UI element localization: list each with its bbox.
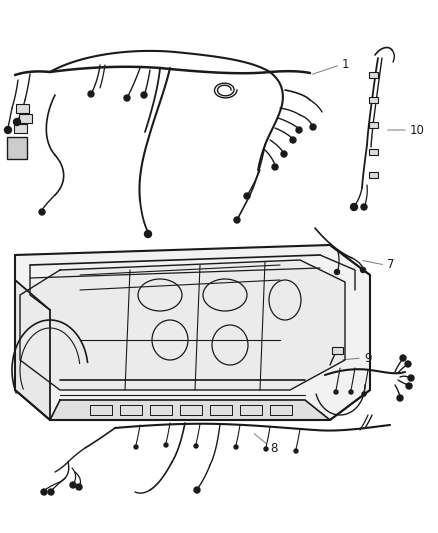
Polygon shape (15, 245, 370, 420)
Circle shape (48, 489, 54, 495)
Text: 9: 9 (364, 351, 371, 365)
Circle shape (405, 361, 411, 367)
Text: 7: 7 (387, 259, 395, 271)
Circle shape (400, 355, 406, 361)
Circle shape (408, 375, 414, 381)
Circle shape (360, 268, 365, 272)
Circle shape (335, 270, 339, 274)
Text: 10: 10 (410, 124, 425, 136)
Circle shape (290, 137, 296, 143)
FancyBboxPatch shape (368, 97, 378, 103)
Circle shape (296, 127, 302, 133)
Circle shape (264, 447, 268, 451)
Circle shape (134, 445, 138, 449)
Polygon shape (20, 260, 345, 390)
Circle shape (294, 449, 298, 453)
Circle shape (406, 383, 412, 389)
FancyBboxPatch shape (7, 137, 27, 159)
Circle shape (234, 445, 238, 449)
Circle shape (164, 443, 168, 447)
Circle shape (88, 91, 94, 97)
Circle shape (124, 95, 130, 101)
Circle shape (76, 484, 82, 490)
Circle shape (39, 209, 45, 215)
Circle shape (362, 392, 366, 396)
FancyBboxPatch shape (15, 103, 28, 112)
Circle shape (194, 444, 198, 448)
Text: 1: 1 (342, 59, 350, 71)
FancyBboxPatch shape (14, 124, 27, 133)
Circle shape (361, 204, 367, 210)
Circle shape (145, 230, 152, 238)
Polygon shape (15, 280, 50, 420)
Circle shape (272, 164, 278, 170)
FancyBboxPatch shape (368, 122, 378, 128)
Circle shape (244, 193, 250, 199)
Text: 8: 8 (270, 441, 277, 455)
Circle shape (397, 395, 403, 401)
FancyBboxPatch shape (332, 346, 343, 353)
Circle shape (334, 390, 338, 394)
Circle shape (350, 204, 357, 211)
Circle shape (234, 217, 240, 223)
FancyBboxPatch shape (368, 149, 378, 155)
Circle shape (141, 92, 147, 98)
Polygon shape (50, 400, 330, 420)
Circle shape (310, 124, 316, 130)
FancyBboxPatch shape (368, 172, 378, 178)
FancyBboxPatch shape (368, 72, 378, 78)
Circle shape (14, 118, 21, 125)
Circle shape (70, 482, 76, 488)
Circle shape (281, 151, 287, 157)
Circle shape (194, 487, 200, 493)
Circle shape (4, 126, 11, 133)
FancyBboxPatch shape (18, 114, 32, 123)
Circle shape (41, 489, 47, 495)
Circle shape (349, 390, 353, 394)
